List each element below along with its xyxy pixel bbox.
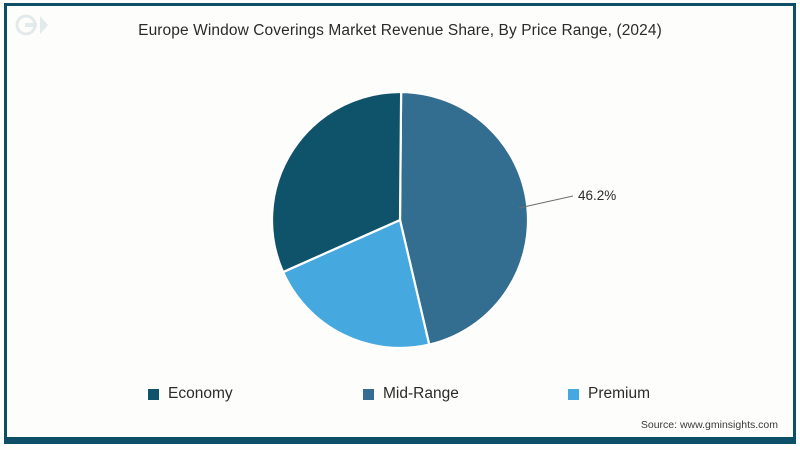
legend-label-premium: Premium xyxy=(588,385,651,402)
legend-label-mid-range: Mid-Range xyxy=(383,385,459,402)
source-attribution: Source: www.gminsights.com xyxy=(640,419,778,431)
pie-slice-premium[interactable] xyxy=(281,218,431,350)
legend-swatch-premium xyxy=(568,388,579,400)
chart-legend: Economy Mid-Range Premium xyxy=(100,381,700,407)
pie-slice-economy[interactable] xyxy=(270,90,403,274)
legend-item-economy[interactable]: Economy xyxy=(100,385,363,403)
watermark-logo xyxy=(15,14,48,36)
legend-item-mid-range[interactable]: Mid-Range xyxy=(363,385,568,403)
pie-slice-value-label-mid-range: 46.2% xyxy=(578,188,617,203)
legend-swatch-economy xyxy=(148,388,159,400)
legend-swatch-mid-range xyxy=(363,388,374,400)
legend-item-premium[interactable]: Premium xyxy=(568,385,748,403)
chart-title: Europe Window Coverings Market Revenue S… xyxy=(138,22,662,39)
legend-label-economy: Economy xyxy=(168,385,233,402)
callout-leader-line xyxy=(518,195,574,209)
